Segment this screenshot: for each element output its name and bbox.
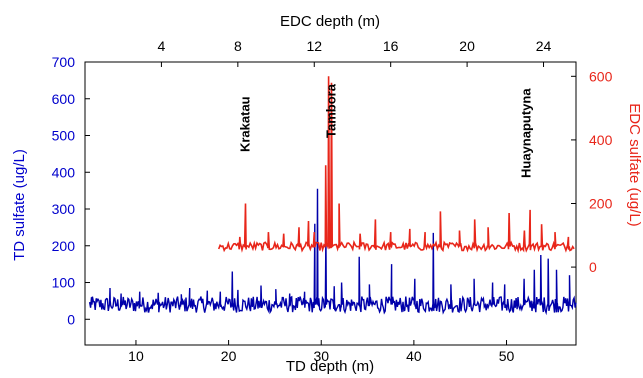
top-tick-label: 12: [306, 38, 322, 54]
left-tick-label: 400: [52, 164, 76, 180]
top-tick-label: 8: [234, 38, 242, 54]
top-axis-label: EDC depth (m): [280, 13, 380, 30]
bottom-tick-label: 40: [406, 348, 422, 364]
right-tick-label: 200: [589, 196, 613, 212]
right-axis-label: EDC sulfate (ug/L): [626, 103, 643, 226]
bottom-axis-label: TD depth (m): [286, 358, 374, 375]
right-tick-label: 600: [589, 68, 613, 84]
left-axis-label: TD sulfate (ug/L): [11, 149, 28, 261]
edc-sulfate-line: [217, 76, 575, 254]
left-tick-label: 200: [52, 238, 76, 254]
left-tick-label: 300: [52, 201, 76, 217]
left-tick-label: 500: [52, 128, 76, 144]
right-tick-label: 400: [589, 132, 613, 148]
top-tick-label: 16: [383, 38, 399, 54]
left-tick-label: 0: [67, 311, 75, 327]
top-tick-label: 4: [158, 38, 166, 54]
bottom-tick-label: 20: [221, 348, 237, 364]
annotation-tambora: Tambora: [323, 83, 338, 138]
right-tick-label: 0: [589, 259, 597, 275]
left-tick-label: 700: [52, 54, 76, 70]
left-tick-label: 600: [52, 91, 76, 107]
td-sulfate-line: [88, 188, 577, 316]
bottom-tick-label: 10: [128, 348, 144, 364]
bottom-tick-label: 50: [499, 348, 515, 364]
top-tick-label: 24: [536, 38, 552, 54]
left-tick-label: 100: [52, 275, 76, 291]
bottom-tick-label: 30: [313, 348, 329, 364]
top-tick-label: 20: [459, 38, 475, 54]
annotation-krakatau: Krakatau: [237, 96, 252, 152]
annotation-huaynaputyna: Huaynaputyna: [518, 88, 533, 178]
